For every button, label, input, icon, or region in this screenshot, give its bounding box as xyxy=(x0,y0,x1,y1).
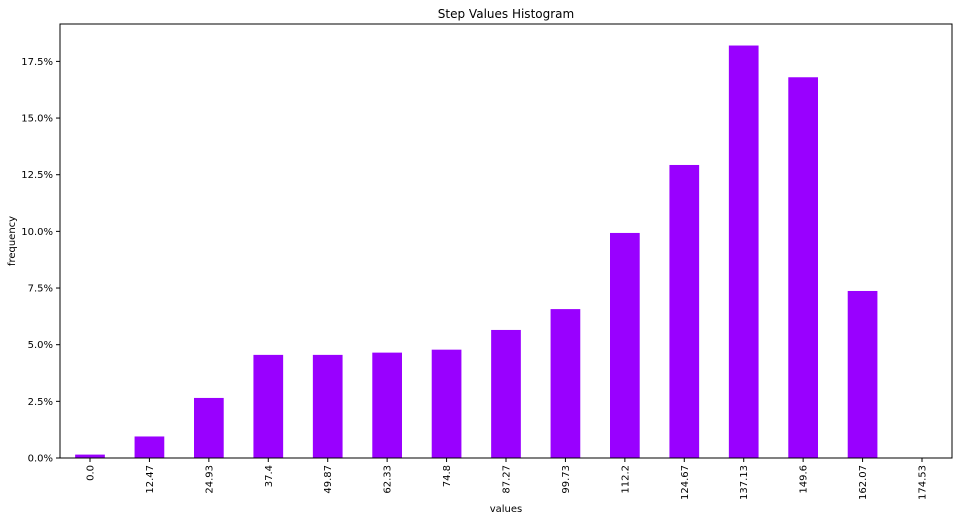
bar-4 xyxy=(312,354,343,458)
y-tick-label-7: 17.5% xyxy=(21,57,53,68)
x-tick-label-13: 162.07 xyxy=(858,465,869,500)
bar-11 xyxy=(728,45,759,458)
y-tick-label-3: 7.5% xyxy=(28,284,53,295)
bar-0 xyxy=(75,454,105,458)
bars-group xyxy=(75,45,878,458)
x-tick-label-8: 99.73 xyxy=(561,465,572,494)
x-tick-label-12: 149.6 xyxy=(799,465,810,494)
bar-6 xyxy=(431,349,462,458)
x-tick-label-3: 37.4 xyxy=(264,465,275,487)
chart-title: Step Values Histogram xyxy=(438,7,574,21)
y-axis: 0.0% 2.5% 5.0% 7.5% 10.0% 12.5% 15.0% 17.5% xyxy=(21,57,60,465)
y-tick-label-2: 5.0% xyxy=(28,340,53,351)
y-tick-label-0: 0.0% xyxy=(28,454,53,465)
bar-1 xyxy=(134,436,165,458)
x-tick-label-6: 74.8 xyxy=(442,465,453,487)
x-tick-label-10: 124.67 xyxy=(680,465,691,500)
bar-12 xyxy=(788,77,818,458)
bar-5 xyxy=(372,352,402,458)
x-tick-label-9: 112.2 xyxy=(620,465,631,494)
x-axis-label: values xyxy=(490,504,523,515)
bar-8 xyxy=(550,309,581,458)
y-tick-label-5: 12.5% xyxy=(21,170,53,181)
x-tick-label-2: 24.93 xyxy=(204,465,215,494)
y-tick-label-6: 15.0% xyxy=(21,114,53,125)
y-axis-label: frequency xyxy=(7,216,18,266)
x-tick-label-11: 137.13 xyxy=(739,465,750,500)
x-tick-label-1: 12.47 xyxy=(145,465,156,494)
x-axis: 0.0 12.47 24.93 37.4 49.87 62.33 74.8 87.27 99.7… xyxy=(86,458,929,500)
bar-7 xyxy=(491,329,521,458)
y-tick-label-1: 2.5% xyxy=(28,397,53,408)
x-tick-label-7: 87.27 xyxy=(502,465,513,494)
bar-13 xyxy=(847,290,878,458)
x-tick-label-14: 174.53 xyxy=(918,465,929,500)
x-tick-label-5: 62.33 xyxy=(383,465,394,494)
bar-3 xyxy=(253,354,284,458)
bar-2 xyxy=(194,397,224,458)
x-tick-label-4: 49.87 xyxy=(323,465,334,494)
bar-9 xyxy=(610,232,640,458)
x-tick-label-0: 0.0 xyxy=(86,465,97,481)
bar-10 xyxy=(669,164,700,458)
y-tick-label-4: 10.0% xyxy=(21,227,53,238)
